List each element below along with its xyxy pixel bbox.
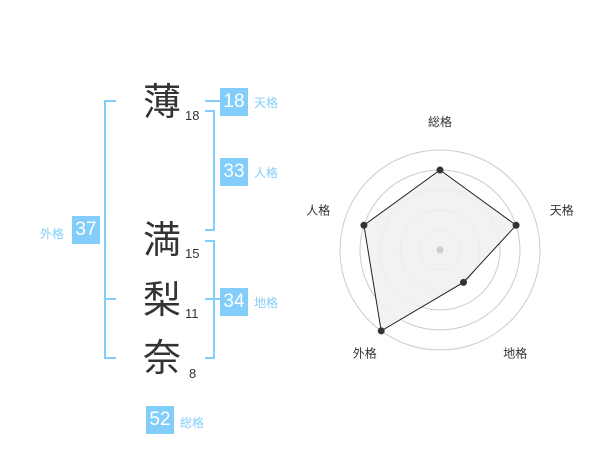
tenkaku-connector	[205, 100, 220, 102]
radar-axis-label: 外格	[353, 346, 377, 361]
radar-point	[460, 278, 468, 286]
gaikaku-label: 外格	[40, 227, 65, 241]
bracket-tick	[205, 110, 215, 112]
name-char-1: 薄	[142, 80, 181, 124]
tenkaku-badge: 18	[220, 88, 248, 116]
jinkaku-bracket	[213, 110, 215, 231]
jinkaku-badge: 33	[220, 158, 248, 186]
stroke-count-1: 18	[185, 108, 200, 123]
radar-axis-label: 総格	[428, 114, 452, 129]
name-char-3: 梨	[142, 278, 181, 322]
gaikaku-bracket	[104, 100, 106, 359]
name-char-2: 満	[142, 218, 181, 262]
stroke-count-3: 11	[185, 306, 199, 321]
radar-ring	[339, 149, 541, 351]
bracket-tick	[205, 240, 215, 242]
radar-axis-label: 人格	[306, 202, 330, 217]
radar-point	[377, 327, 385, 335]
gaikaku-badge: 37	[72, 216, 100, 244]
jinkaku-label: 人格	[254, 166, 279, 180]
bracket-tick	[104, 100, 116, 102]
radar-point	[436, 166, 444, 174]
radar-axis-label: 天格	[550, 202, 574, 217]
bracket-tick	[205, 298, 220, 300]
chikaku-label: 地格	[254, 296, 279, 310]
radar-point	[360, 221, 368, 229]
radar-axis-label: 地格	[503, 346, 527, 361]
chikaku-badge: 34	[220, 288, 248, 316]
bracket-tick	[205, 357, 215, 359]
radar-center	[436, 246, 444, 254]
stroke-count-4: 8	[189, 366, 197, 381]
bracket-tick	[104, 298, 116, 300]
stroke-count-2: 15	[185, 246, 200, 261]
bracket-tick	[205, 229, 215, 231]
soukaku-badge: 52	[146, 406, 174, 434]
soukaku-label: 総格	[180, 416, 205, 430]
bracket-tick	[104, 357, 116, 359]
name-char-4: 奈	[142, 336, 181, 380]
tenkaku-label: 天格	[254, 96, 279, 110]
radar-point	[512, 221, 520, 229]
